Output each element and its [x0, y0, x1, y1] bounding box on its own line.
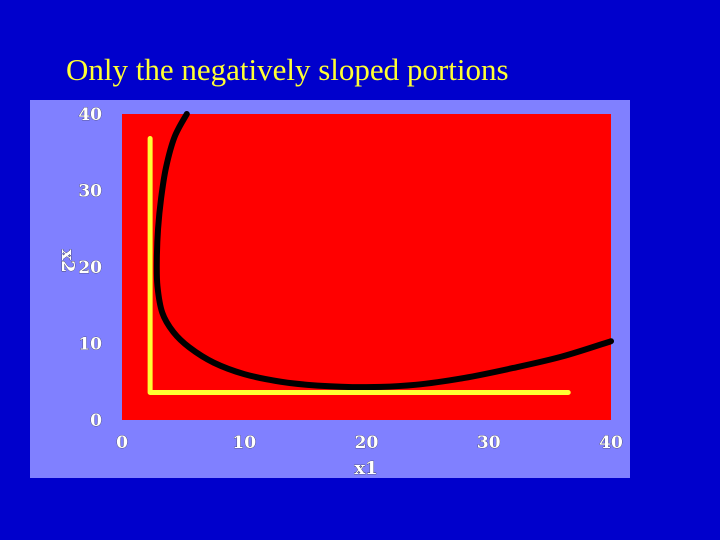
slide-title: Only the negatively sloped portions	[66, 52, 509, 87]
x-axis-label: x1	[354, 458, 377, 479]
y-tick-label: 20	[78, 258, 102, 278]
y-tick-label: 30	[78, 182, 102, 202]
x-tick-label: 0	[116, 433, 128, 453]
plot-area	[122, 114, 611, 420]
y-tick-label: 0	[90, 411, 102, 431]
x-tick-labels: 0 10 20 30 40	[116, 433, 624, 454]
y-tick-label: 10	[78, 335, 102, 355]
y-tick-label: 40	[78, 105, 102, 125]
y-tick-labels: 0 10 20 30 40	[78, 105, 102, 432]
yellow-l-line	[147, 135, 571, 395]
indifference-curve-line	[153, 111, 614, 391]
x-tick-label: 40	[599, 433, 623, 453]
series-layer	[147, 111, 614, 395]
x-tick-label: 10	[232, 433, 256, 453]
x-tick-label: 30	[477, 433, 501, 453]
y-axis-label: x2	[57, 249, 78, 272]
x-tick-label: 20	[355, 433, 379, 453]
